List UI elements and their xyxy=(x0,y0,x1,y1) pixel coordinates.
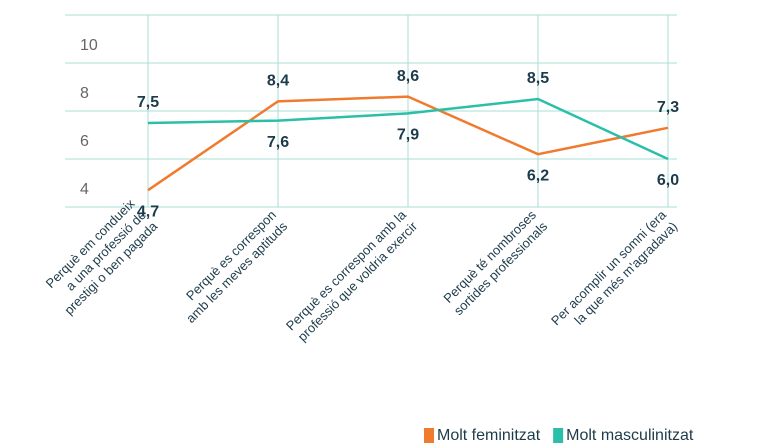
x-tick-label: Per acomplir un somni (erala que més m'a… xyxy=(548,207,681,340)
series-line xyxy=(147,95,669,192)
data-label: 7,9 xyxy=(397,127,419,144)
data-label: 8,5 xyxy=(527,70,549,87)
data-label: 4,7 xyxy=(137,203,159,220)
legend-label: Molt masculinitzat xyxy=(566,427,694,443)
y-tick-label: 10 xyxy=(80,37,98,54)
y-tick-label: 8 xyxy=(80,85,89,102)
legend-swatch xyxy=(424,428,434,443)
series-line xyxy=(147,97,669,161)
x-tick-label: Perquè es correspon amb laprofessió que … xyxy=(283,207,421,345)
legend-swatch xyxy=(553,428,564,443)
data-label: 6,0 xyxy=(657,172,679,189)
x-tick-label: Perquè té nombrosessortides professional… xyxy=(440,207,551,318)
data-label: 7,6 xyxy=(267,134,289,151)
x-tick-label: Perquè es corresponamb les meves aptitud… xyxy=(172,207,291,326)
data-label: 7,5 xyxy=(137,94,159,111)
data-label: 7,3 xyxy=(657,99,679,116)
y-tick-label: 6 xyxy=(80,133,89,150)
data-label: 6,2 xyxy=(527,167,549,184)
legend-label: Molt feminitzat xyxy=(437,427,541,443)
data-label: 8,6 xyxy=(397,68,419,85)
data-label: 8,4 xyxy=(267,73,289,90)
y-tick-label: 4 xyxy=(80,181,89,198)
